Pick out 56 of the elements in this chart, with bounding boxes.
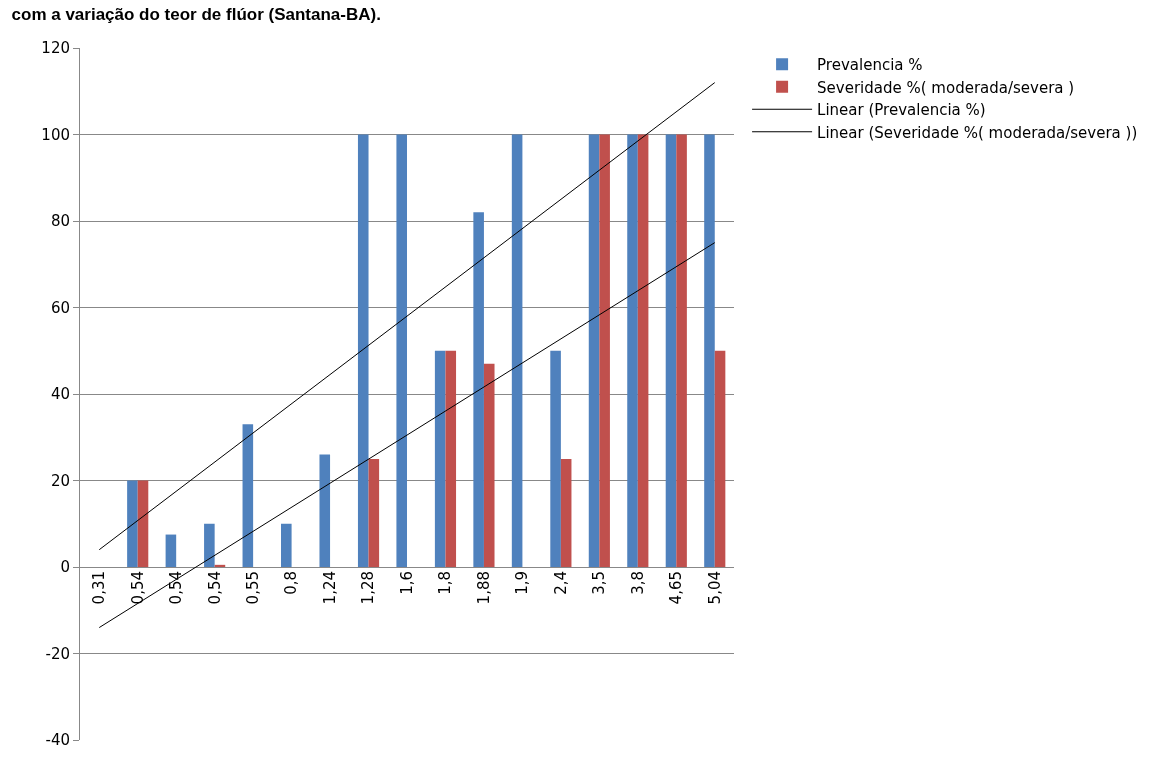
bar <box>319 454 331 567</box>
bar <box>281 523 292 567</box>
x-tick-label: 1,9 <box>513 571 532 595</box>
x-tick-label: 1,88 <box>474 571 493 605</box>
x-tick-label: 0,54 <box>128 571 147 605</box>
y-tick-label: 120 <box>41 39 70 58</box>
x-tick-label: 5,04 <box>705 571 724 605</box>
y-tick-label: 100 <box>41 125 70 144</box>
x-tick-label: 1,24 <box>320 571 339 605</box>
x-tick-label: 1,6 <box>397 571 416 595</box>
y-tick-label: 80 <box>50 212 70 231</box>
bar <box>127 480 138 567</box>
bar <box>676 134 687 567</box>
x-tick-label: 3,5 <box>590 571 609 595</box>
y-tick-label: 0 <box>60 558 70 577</box>
chart-title: com a variação do teor de flúor (Santana-BA). <box>11 4 381 24</box>
bar <box>473 212 484 567</box>
y-tick-label: -20 <box>45 644 70 663</box>
x-tick-label: 0,31 <box>90 571 109 605</box>
bar <box>714 350 726 567</box>
bar <box>242 424 254 567</box>
x-tick-label: 3,8 <box>628 571 647 595</box>
bar <box>637 134 649 567</box>
bar <box>165 534 177 567</box>
bar <box>357 134 369 567</box>
legend-label: Linear (Severidade %( moderada/severa )) <box>817 123 1138 142</box>
x-tick-label: 1,8 <box>436 571 455 595</box>
y-tick-label: 20 <box>50 471 70 490</box>
bar <box>560 458 572 567</box>
x-tick-label: 0,54 <box>205 571 224 605</box>
bar <box>588 134 600 567</box>
y-tick-label: 60 <box>50 298 70 317</box>
legend-label: Linear (Prevalencia %) <box>817 101 986 120</box>
bar <box>550 350 561 567</box>
x-tick-label: 0,55 <box>243 571 262 605</box>
y-tick-label: 40 <box>50 385 70 404</box>
bar <box>434 350 446 567</box>
y-tick-label: -40 <box>45 731 70 750</box>
x-tick-label: 2,4 <box>551 571 570 595</box>
x-tick-label: 4,65 <box>667 571 686 605</box>
bar <box>483 363 495 567</box>
bar <box>396 134 407 567</box>
legend-label: Prevalencia % <box>817 56 923 75</box>
bar <box>665 134 677 567</box>
legend-label: Severidade %( moderada/severa ) <box>817 78 1075 97</box>
bar <box>511 134 523 567</box>
bar <box>137 480 149 567</box>
bar <box>368 458 380 567</box>
x-tick-label: 0,54 <box>167 571 186 605</box>
x-tick-label: 0,8 <box>282 571 301 595</box>
bar <box>204 523 215 567</box>
x-tick-label: 1,28 <box>359 571 378 605</box>
bar <box>599 134 610 567</box>
bar <box>445 350 457 567</box>
bar <box>704 134 715 567</box>
bar <box>627 134 638 567</box>
